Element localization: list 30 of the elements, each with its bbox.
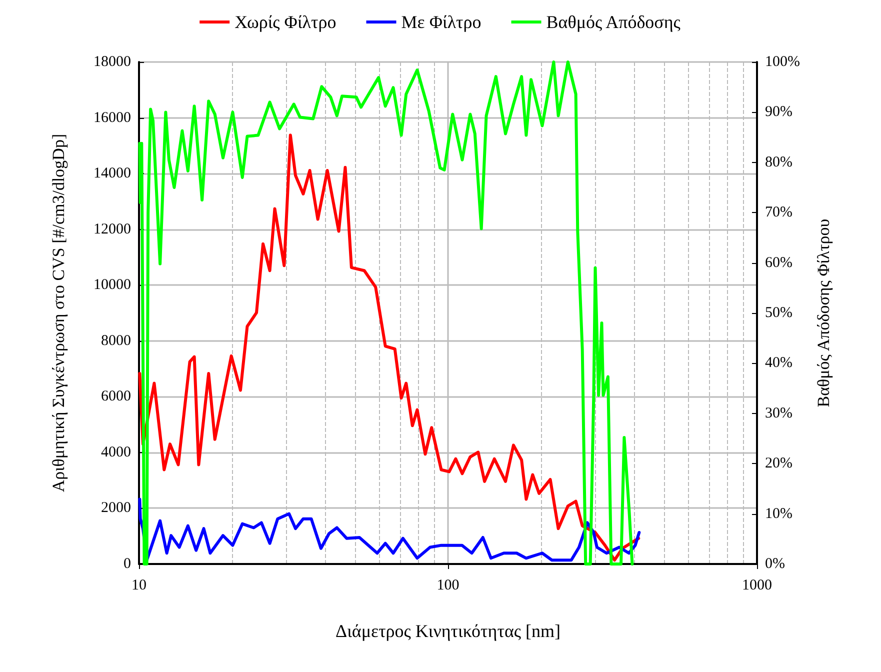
y2-tick-label: 100% [765,54,800,70]
y-tick-label: 6000 [101,388,131,405]
y2-tick-label: 30% [765,405,792,422]
x-axis-title: Διάμετρος Κινητικότητας [nm] [336,621,560,641]
legend-label: Χωρίς Φίλτρο [234,12,336,32]
y2-tick-label: 50% [765,305,792,321]
y2-tick-label: 0% [765,556,785,572]
y2-tick-label: 90% [765,104,792,120]
y2-tick-label: 60% [765,254,792,271]
y-tick-label: 16000 [94,110,131,126]
y-tick-label: 2000 [101,500,131,516]
y-tick-label: 4000 [101,444,131,460]
legend-label: Με Φίλτρο [401,12,482,32]
y-tick-label: 10000 [94,277,131,294]
y-axis-title: Αριθμητική Συγκέντρωση στο CVS [#/cm3/dlogDp] [49,134,68,492]
x-tick-label: 100 [436,578,460,594]
x-tick-label: 1000 [742,578,772,594]
y2-tick-label: 80% [765,154,792,170]
y-tick-label: 12000 [94,221,131,238]
y2-tick-label: 20% [765,456,792,472]
legend-label: Βαθμός Απόδοσης [546,12,680,32]
y-tick-label: 14000 [94,166,131,182]
y-tick-label: 18000 [94,54,131,70]
y2-tick-label: 70% [765,204,792,221]
y-tick-label: 8000 [101,332,131,349]
y2-tick-label: 10% [765,506,792,522]
x-tick-label: 10 [132,578,146,594]
y2-axis-title: Βαθμός Απόδοσης Φίλτρου [814,218,833,408]
y2-tick-label: 40% [765,355,792,372]
y-tick-label: 0 [124,556,131,572]
